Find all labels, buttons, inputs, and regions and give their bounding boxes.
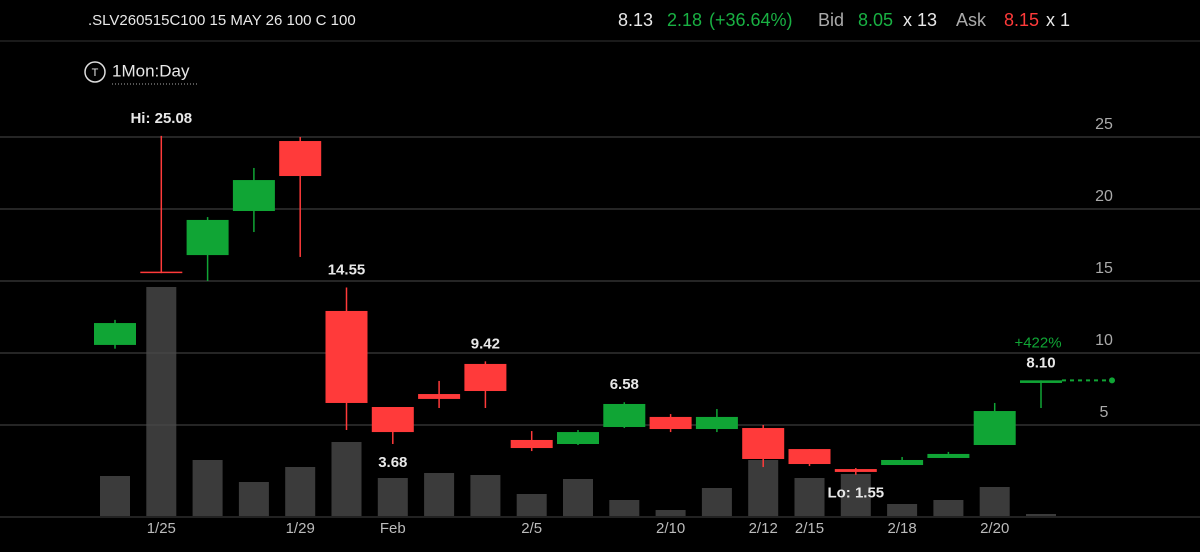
volume-bar bbox=[238, 482, 269, 516]
volume-bar bbox=[794, 478, 825, 516]
volume-bar bbox=[979, 487, 1010, 516]
volume-bar bbox=[840, 474, 871, 516]
volume-bar bbox=[701, 488, 732, 516]
low-label: 3.68 bbox=[378, 454, 407, 471]
ask-size: x 1 bbox=[1046, 10, 1070, 30]
last-price: 8.13 bbox=[618, 10, 653, 30]
volume-bar bbox=[470, 475, 501, 516]
timeframe-icon[interactable]: T bbox=[92, 67, 99, 79]
symbol: .SLV260515C100 15 MAY 26 100 C 100 bbox=[88, 12, 356, 29]
candle-body bbox=[279, 141, 322, 177]
y-tick-label: 20 bbox=[1095, 188, 1113, 205]
timeframe[interactable]: 1Mon:Day bbox=[112, 61, 190, 80]
candle-body bbox=[973, 411, 1016, 446]
x-tick-label: 2/15 bbox=[795, 520, 824, 537]
bid: 8.05 bbox=[858, 10, 893, 30]
volume-bar bbox=[377, 478, 408, 516]
volume-bar bbox=[331, 442, 362, 516]
candle-body bbox=[927, 453, 970, 458]
return-label: +422% bbox=[1014, 334, 1061, 351]
volume-bar bbox=[933, 500, 964, 516]
high-label: 9.42 bbox=[471, 335, 500, 352]
volume-bar bbox=[1026, 514, 1056, 516]
volume-bar bbox=[563, 479, 593, 516]
candle-body bbox=[742, 428, 785, 459]
volume-bar bbox=[748, 460, 779, 516]
x-tick-label: Feb bbox=[380, 520, 406, 537]
candle-body bbox=[881, 459, 924, 466]
ask: 8.15 bbox=[1004, 10, 1039, 30]
candle-body bbox=[788, 449, 831, 465]
last-price-dot bbox=[1109, 377, 1115, 384]
candle-body bbox=[464, 363, 507, 392]
y-tick-label: 10 bbox=[1095, 332, 1113, 349]
low-label: Lo: 1.55 bbox=[827, 485, 884, 502]
volume-bar bbox=[424, 473, 455, 516]
quote-header: .SLV260515C100 15 MAY 26 100 C 100 8.13 … bbox=[88, 10, 1070, 30]
high-label: 14.55 bbox=[328, 261, 366, 278]
volume-bar bbox=[516, 494, 547, 516]
timeframe-icon-ring[interactable] bbox=[84, 61, 106, 83]
x-tick-label: 2/18 bbox=[887, 520, 916, 537]
ask-label: Ask bbox=[956, 10, 987, 30]
y-tick-label: 5 bbox=[1100, 404, 1109, 421]
candle-body bbox=[418, 394, 461, 399]
candle-body bbox=[94, 323, 136, 345]
change: 2.18 bbox=[667, 10, 702, 30]
candle-body bbox=[603, 403, 646, 428]
x-tick-label: 2/20 bbox=[980, 520, 1009, 537]
candle-body bbox=[1020, 380, 1062, 383]
change-percent: (+36.64%) bbox=[709, 10, 793, 30]
volume-bar bbox=[100, 476, 130, 516]
y-tick-label: 25 bbox=[1095, 116, 1113, 133]
volume-bar bbox=[655, 510, 686, 516]
volume-bar bbox=[609, 500, 640, 516]
candle-body bbox=[649, 416, 692, 430]
x-tick-label: 2/5 bbox=[521, 520, 542, 537]
candle-body bbox=[834, 469, 877, 472]
candle-body bbox=[325, 310, 368, 403]
high-label: 8.10 bbox=[1026, 354, 1055, 371]
y-tick-label: 15 bbox=[1095, 260, 1113, 277]
candle-body bbox=[140, 271, 183, 274]
volume-bar bbox=[285, 467, 316, 516]
candle-body bbox=[371, 407, 414, 433]
candle-body bbox=[695, 416, 738, 430]
x-tick-label: 1/29 bbox=[286, 520, 315, 537]
candle-body bbox=[232, 180, 275, 212]
x-tick-label: 2/12 bbox=[749, 520, 778, 537]
x-tick-label: 2/10 bbox=[656, 520, 685, 537]
x-tick-label: 1/25 bbox=[147, 520, 176, 537]
bid-label: Bid bbox=[818, 10, 844, 30]
volume-bar bbox=[887, 504, 918, 516]
high-label: 6.58 bbox=[610, 376, 639, 393]
high-label: Hi: 25.08 bbox=[130, 110, 192, 127]
candle-body bbox=[186, 219, 229, 256]
candle-body bbox=[510, 439, 553, 449]
volume-bar bbox=[192, 460, 223, 516]
candle-body bbox=[557, 432, 599, 445]
bid-size: x 13 bbox=[903, 10, 937, 30]
volume-bar bbox=[146, 287, 177, 516]
